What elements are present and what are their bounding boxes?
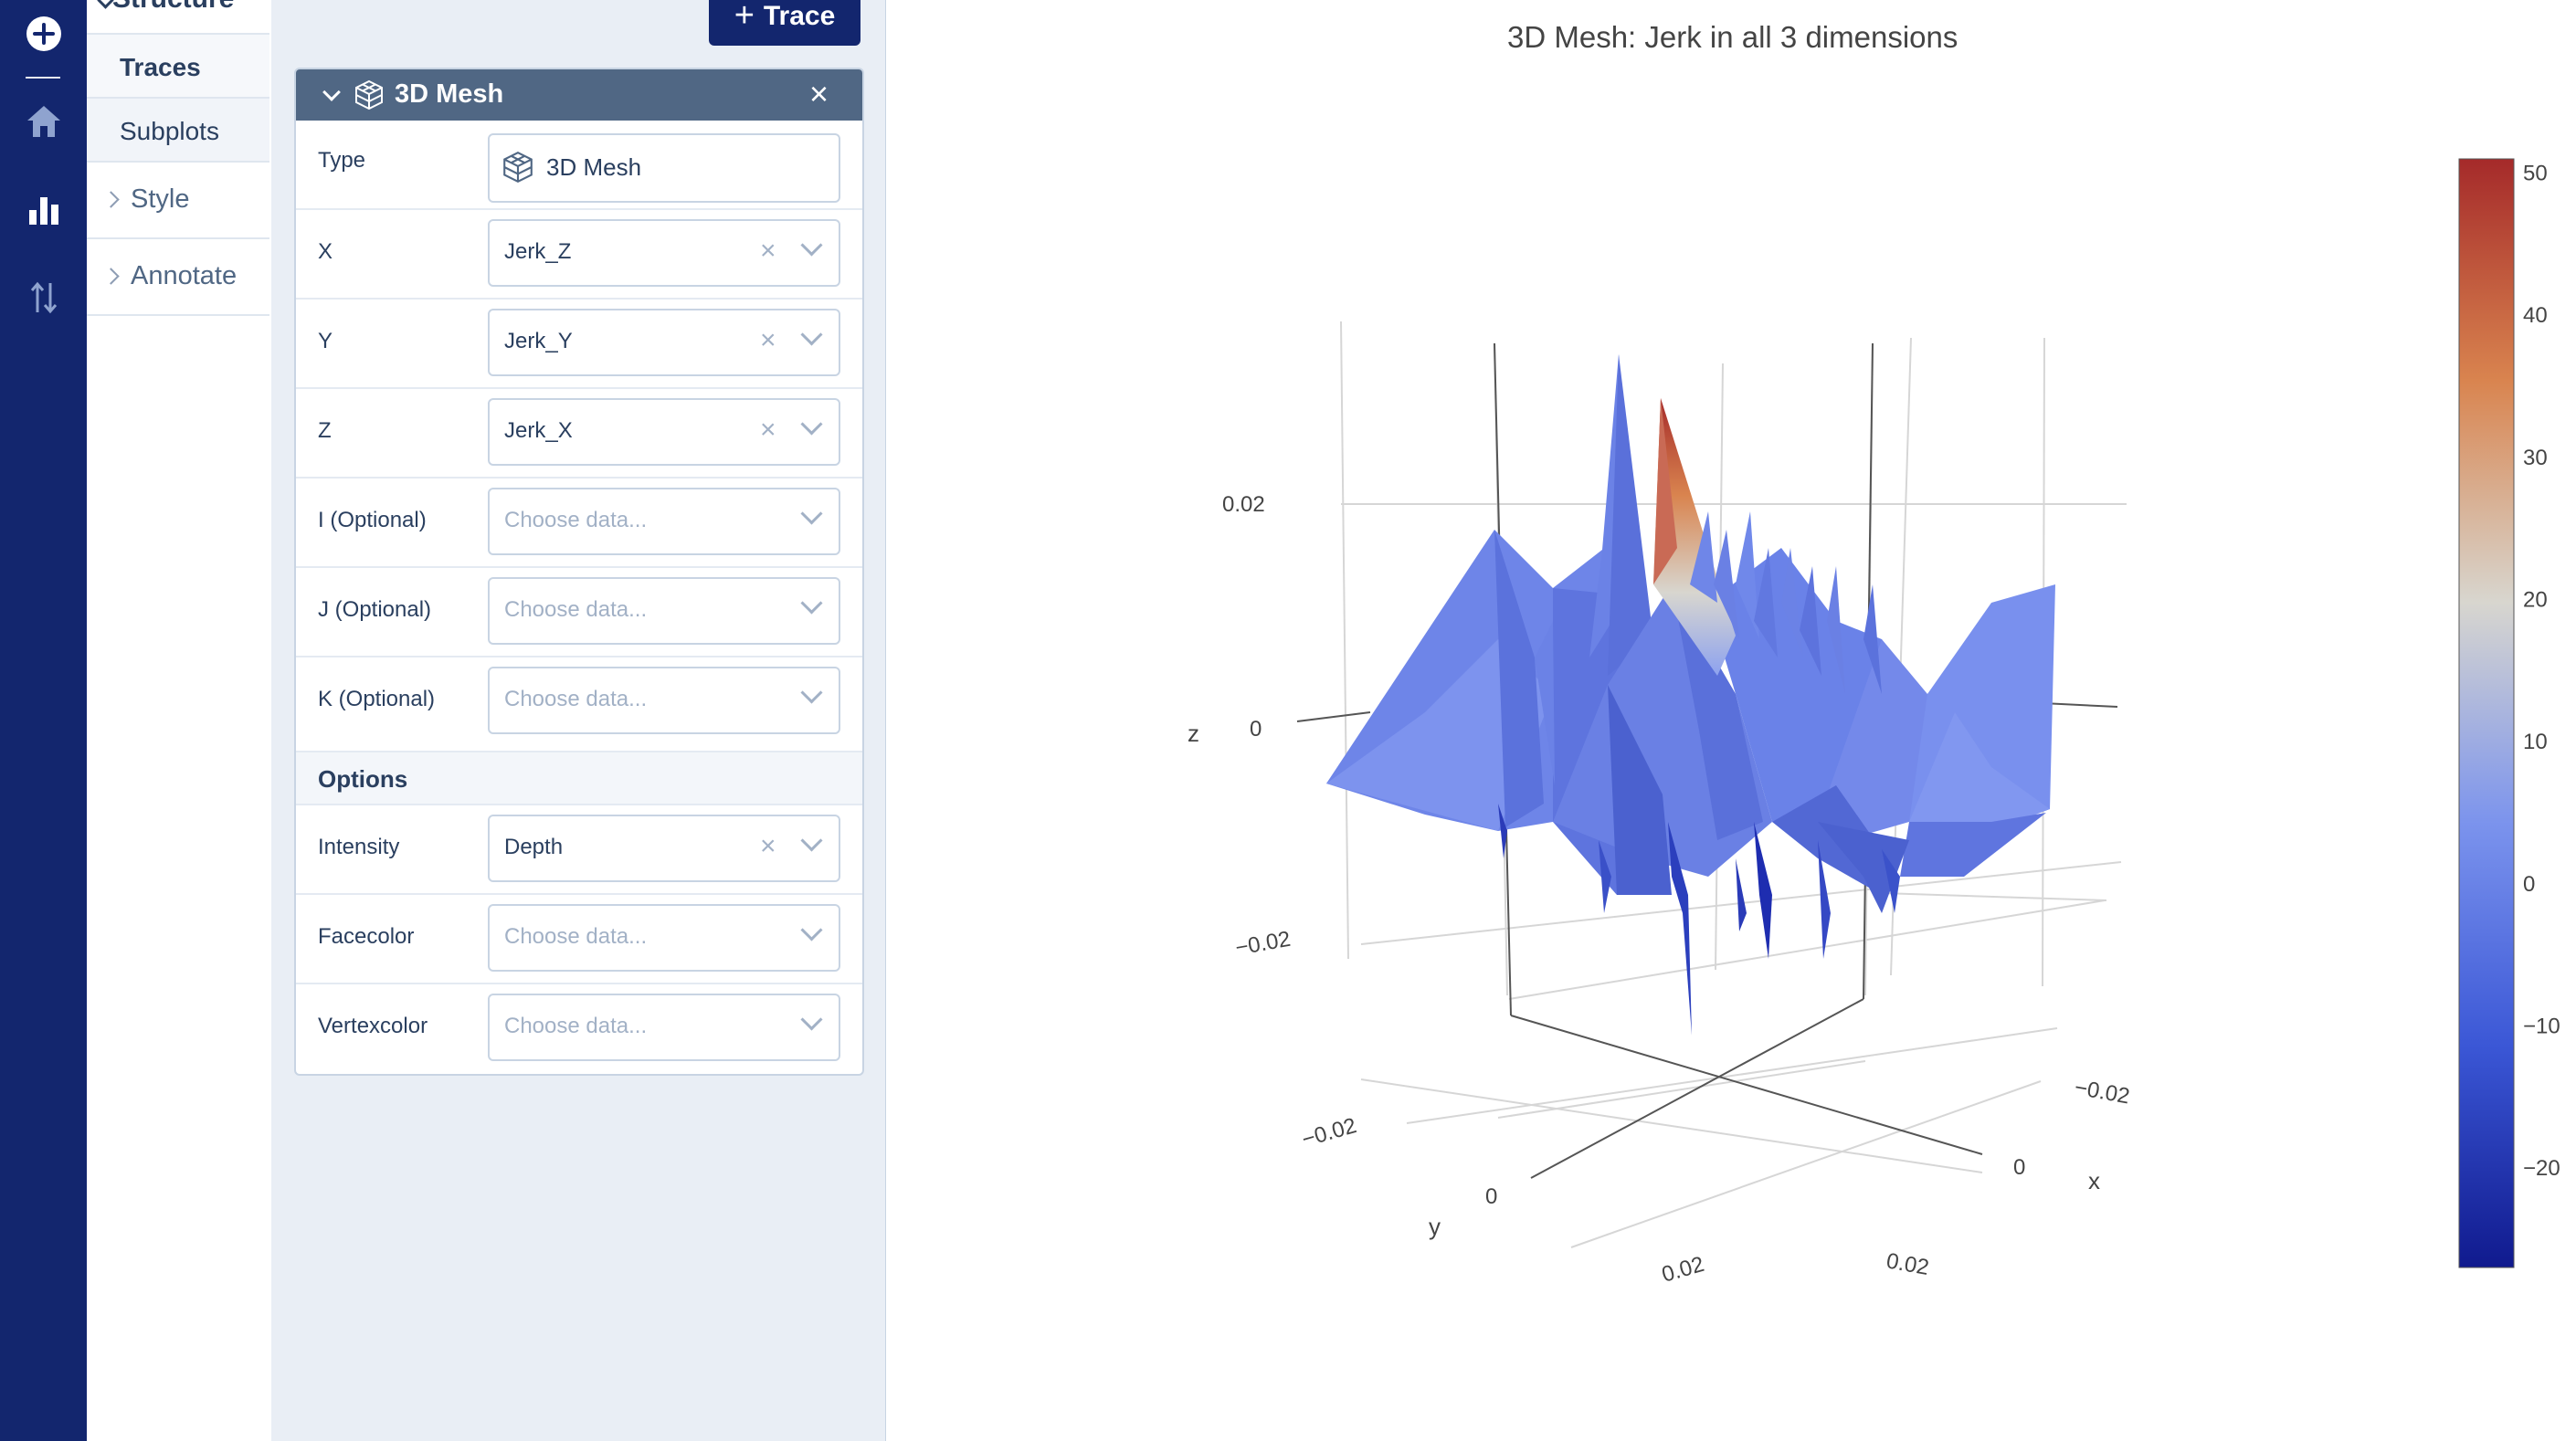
nav-group-label: Style xyxy=(131,184,190,214)
nav-item-traces[interactable]: Traces xyxy=(87,35,269,99)
field-placeholder: Choose data... xyxy=(504,1014,648,1038)
x-tick-label: 0.02 xyxy=(1884,1248,1931,1280)
field-row-k: K (Optional) Choose data... xyxy=(296,656,862,752)
y-data-select[interactable]: Jerk_Y × xyxy=(488,309,840,376)
y-tick-label: 0 xyxy=(1485,1184,1497,1209)
field-value: Jerk_Z xyxy=(504,239,572,264)
colorbar-tick-label: −20 xyxy=(2523,1156,2560,1181)
x-tick-label: 0 xyxy=(2013,1155,2025,1180)
k-data-select[interactable]: Choose data... xyxy=(488,667,840,734)
colorbar-ticks: 50 40 30 20 10 0 −10 −20 xyxy=(2523,162,2560,1181)
facecolor-select[interactable]: Choose data... xyxy=(488,904,840,972)
clear-icon[interactable]: × xyxy=(760,325,776,355)
options-section-header: Options xyxy=(296,752,862,805)
nav-structure-label: Structure xyxy=(112,0,234,15)
z-tick-label: 0 xyxy=(1250,717,1262,742)
trace-card-header[interactable]: 3D Mesh × xyxy=(296,69,862,121)
nav-item-label: Traces xyxy=(120,53,201,81)
x-tick-label: −0.02 xyxy=(2073,1075,2132,1109)
trace-type-selector[interactable]: 3D Mesh xyxy=(488,133,840,203)
field-value: Depth xyxy=(504,835,564,859)
nav-group-annotate[interactable]: Annotate xyxy=(87,239,269,316)
chart-title: 3D Mesh: Jerk in all 3 dimensions xyxy=(1507,20,1958,54)
colorbar-tick-label: 20 xyxy=(2523,588,2548,613)
option-row-facecolor: Facecolor Choose data... xyxy=(296,893,862,984)
export-icon[interactable] xyxy=(0,279,87,316)
field-label: J (Optional) xyxy=(318,597,432,622)
field-label: Z xyxy=(318,418,332,443)
mesh3d-icon xyxy=(503,151,533,184)
clear-icon[interactable]: × xyxy=(760,236,776,266)
close-icon[interactable]: × xyxy=(809,75,829,112)
field-row-y: Y Jerk_Y × xyxy=(296,298,862,389)
trace-card-title: 3D Mesh xyxy=(395,79,504,109)
colorbar-tick-label: 0 xyxy=(2523,872,2535,897)
y-tick-label: −0.02 xyxy=(1299,1113,1359,1152)
field-row-i: I (Optional) Choose data... xyxy=(296,477,862,568)
x-axis-title: x xyxy=(2088,1167,2100,1194)
y-axis-title: y xyxy=(1429,1213,1441,1240)
x-data-select[interactable]: Jerk_Z × xyxy=(488,219,840,287)
option-label: Intensity xyxy=(318,835,400,859)
mesh-surface[interactable] xyxy=(1326,354,2055,1036)
y-tick-label: 0.02 xyxy=(1659,1252,1706,1288)
colorbar-tick-label: 50 xyxy=(2523,162,2548,186)
clear-icon[interactable]: × xyxy=(760,415,776,445)
field-placeholder: Choose data... xyxy=(504,597,648,622)
colorbar-tick-label: 30 xyxy=(2523,446,2548,470)
nav-group-label: Annotate xyxy=(131,261,238,290)
option-row-vertexcolor: Vertexcolor Choose data... xyxy=(296,983,862,1072)
z-tick-label: 0.02 xyxy=(1222,492,1265,517)
trace-type-value: 3D Mesh xyxy=(546,153,642,181)
option-row-intensity: Intensity Depth × xyxy=(296,804,862,895)
colorbar-tick-label: 10 xyxy=(2523,730,2548,754)
chart-icon[interactable] xyxy=(0,194,87,226)
field-label: I (Optional) xyxy=(318,508,427,532)
field-row-j: J (Optional) Choose data... xyxy=(296,566,862,657)
option-label: Facecolor xyxy=(318,924,415,949)
nav-item-label: Subplots xyxy=(120,117,219,145)
field-placeholder: Choose data... xyxy=(504,508,648,532)
z-data-select[interactable]: Jerk_X × xyxy=(488,398,840,466)
colorbar-tick-label: 40 xyxy=(2523,303,2548,328)
field-value: Jerk_X xyxy=(504,418,573,443)
field-row-x: X Jerk_Z × xyxy=(296,208,862,300)
field-label: Y xyxy=(318,329,333,353)
app-rail xyxy=(0,0,87,1441)
vertexcolor-select[interactable]: Choose data... xyxy=(488,994,840,1061)
colorbar-tick-label: −10 xyxy=(2523,1014,2560,1038)
j-data-select[interactable]: Choose data... xyxy=(488,577,840,645)
field-placeholder: Choose data... xyxy=(504,687,648,711)
nav-structure[interactable]: Structure xyxy=(87,0,269,35)
add-trace-label: Trace xyxy=(763,1,836,31)
section-nav: Structure Traces Subplots Style Annotate xyxy=(87,0,273,1441)
field-value: Jerk_Y xyxy=(504,329,573,353)
colorbar xyxy=(2458,158,2515,1268)
z-axis-title: z xyxy=(1188,720,1199,747)
mesh3d-icon xyxy=(353,79,385,116)
i-data-select[interactable]: Choose data... xyxy=(488,488,840,555)
type-label: Type xyxy=(318,148,366,173)
intensity-select[interactable]: Depth × xyxy=(488,815,840,882)
type-row: Type 3D Mesh xyxy=(296,121,862,210)
home-icon[interactable] xyxy=(0,104,87,139)
nav-item-subplots[interactable]: Subplots xyxy=(87,99,269,163)
field-row-z: Z Jerk_X × xyxy=(296,387,862,479)
nav-group-style[interactable]: Style xyxy=(87,163,269,239)
option-label: Vertexcolor xyxy=(318,1014,428,1038)
rail-divider xyxy=(26,77,60,79)
add-icon[interactable] xyxy=(0,15,87,53)
clear-icon[interactable]: × xyxy=(760,831,776,861)
trace-card: 3D Mesh × Type 3D Mesh X Jerk_Z × Y Jerk… xyxy=(294,68,864,1076)
field-placeholder: Choose data... xyxy=(504,924,648,949)
field-label: K (Optional) xyxy=(318,687,436,711)
options-title: Options xyxy=(318,765,408,793)
z-tick-label: −0.02 xyxy=(1233,927,1293,961)
field-label: X xyxy=(318,239,333,264)
add-trace-button[interactable]: + Trace xyxy=(709,0,860,46)
plus-icon: + xyxy=(734,0,755,35)
